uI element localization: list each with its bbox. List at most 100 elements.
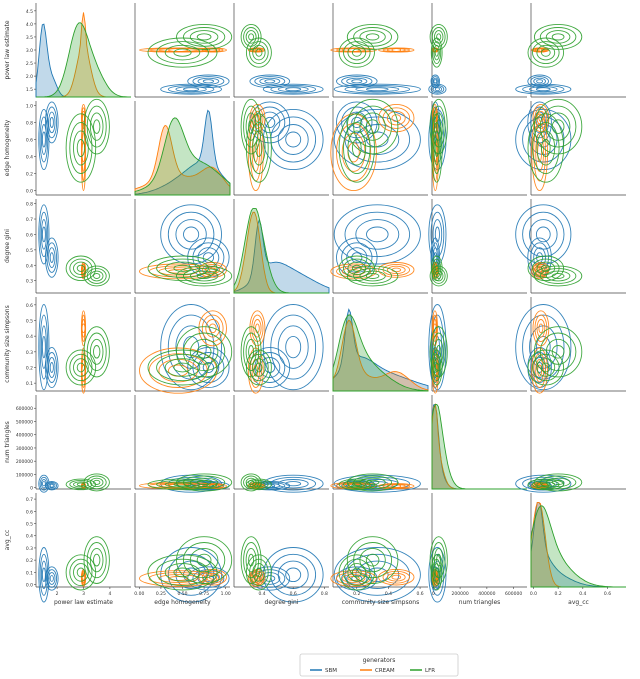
contour-LFR-1-1 — [551, 273, 565, 279]
contour-LFR-0-4 — [65, 554, 97, 591]
contour-SBM-0-4 — [515, 304, 572, 391]
contour-LFR-1-1 — [196, 273, 212, 279]
contour-LFR-0-4 — [527, 37, 565, 68]
y-tick-label: 3.5 — [26, 35, 33, 41]
contour-SBM-1-3 — [341, 242, 373, 273]
contour-LFR-1-4 — [533, 98, 583, 155]
y-tick-label: 500000 — [16, 419, 33, 425]
contour-LFR-1-3 — [182, 542, 226, 579]
y-tick-label: 0.5 — [26, 248, 33, 254]
x-tick-label: 0.2 — [555, 591, 562, 597]
y-tick-label: 0.1 — [26, 381, 33, 387]
contour-LFR-0-4 — [147, 255, 218, 282]
contour-LFR-0-3 — [432, 41, 442, 65]
x-tick-label: 0 — [432, 591, 435, 597]
contour-CREAM-0-4 — [531, 347, 548, 394]
y-axis-label: degree gini — [4, 229, 11, 263]
contour-SBM-0-1 — [285, 567, 302, 583]
contour-CREAM-0-4 — [80, 347, 87, 394]
contour-SBM-0-4 — [428, 547, 447, 603]
contour-CREAM-0-3 — [336, 572, 372, 585]
contour-LFR-0-2 — [164, 563, 201, 582]
contour-LFR-1-3 — [431, 542, 446, 579]
contour-SBM-0-1 — [41, 131, 46, 148]
contour-CREAM-0-2 — [158, 358, 198, 383]
panel-avg_cc-vs-edge-homogeneity: 0.00 0.25 0.50 0.75 1.00 edge homogeneity — [134, 493, 233, 606]
contour-SBM-0-3 — [167, 84, 215, 94]
contour-LFR-1-3 — [86, 475, 107, 490]
contour-SBM-0-4 — [38, 474, 50, 493]
contour-LFR-1-3 — [182, 332, 226, 372]
contour-CREAM-1-1 — [391, 574, 402, 580]
contour-LFR-1-4 — [346, 23, 399, 50]
y-tick-label: 0.0 — [26, 189, 33, 195]
contour-LFR-1-2 — [189, 338, 219, 365]
contour-LFR-0-2 — [536, 130, 556, 166]
contour-SBM-1-1 — [351, 252, 363, 263]
contour-SBM-1-2 — [48, 357, 56, 378]
contour-LFR-0-1 — [76, 264, 86, 272]
contour-LFR-0-4 — [527, 349, 565, 386]
contour-LFR-1-2 — [189, 270, 219, 282]
contour-LFR-1-1 — [365, 119, 380, 134]
contour-LFR-1-2 — [245, 112, 257, 141]
panel-avg_cc-vs-power-law-estimate: 0.0 0.1 0.2 0.3 0.4 0.5 0.6 0.7 avg_cc 2 3 4 power l… — [4, 493, 131, 606]
contour-LFR-1-2 — [189, 547, 219, 573]
contour-SBM-0-1 — [183, 87, 200, 92]
contour-SBM-1-4 — [187, 74, 230, 89]
y-tick-label: 0.4 — [26, 263, 33, 269]
panel-power-law-estimate-vs-avg_cc — [515, 3, 626, 98]
y-tick-label: 0.7 — [26, 497, 33, 503]
contour-LFR-1-1 — [93, 553, 101, 567]
contour-LFR-1-4 — [533, 265, 583, 287]
y-tick-label: 0.8 — [26, 202, 33, 208]
contour-LFR-1-4 — [83, 536, 110, 584]
contour-LFR-0-1 — [351, 48, 362, 57]
contour-LFR-0-4 — [527, 113, 565, 183]
contour-SBM-0-2 — [40, 124, 47, 155]
contour-SBM-1-1 — [202, 362, 215, 373]
contour-LFR-1-3 — [182, 475, 226, 490]
contour-LFR-0-3 — [343, 558, 371, 587]
contour-LFR-1-1 — [365, 553, 380, 567]
contour-SBM-0-2 — [40, 325, 47, 369]
contour-CREAM-0-4 — [139, 263, 218, 280]
contour-LFR-1-4 — [429, 98, 448, 155]
panel-community-size-simpsons-vs-community-size-simpsons — [332, 297, 429, 392]
contour-CREAM-1-4 — [378, 47, 415, 53]
contour-SBM-0-1 — [183, 226, 200, 243]
contour-LFR-0-3 — [69, 258, 93, 278]
contour-SBM-1-3 — [46, 242, 58, 273]
contour-LFR-0-4 — [245, 554, 272, 591]
contour-LFR-0-2 — [433, 44, 440, 61]
contour-LFR-1-1 — [93, 273, 101, 279]
contour-LFR-1-2 — [89, 547, 104, 573]
contour-SBM-0-1 — [535, 226, 551, 243]
contour-LFR-0-4 — [245, 37, 272, 68]
contour-LFR-1-1 — [93, 119, 101, 134]
contour-SBM-1-2 — [48, 483, 56, 489]
contour-CREAM-1-3 — [81, 263, 86, 276]
contour-LFR-0-3 — [343, 121, 371, 175]
contour-SBM-0-4 — [515, 204, 572, 265]
contour-CREAM-1-4 — [80, 310, 87, 347]
panel-degree-gini-vs-degree-gini — [233, 199, 330, 294]
contour-CREAM-1-4 — [378, 103, 415, 133]
contour-CREAM-1-2 — [253, 110, 262, 126]
contour-SBM-1-1 — [49, 575, 54, 582]
contour-LFR-0-2 — [252, 130, 266, 166]
contour-SBM-0-4 — [38, 108, 50, 171]
panel-num-triangles-vs-degree-gini — [233, 395, 329, 493]
contour-SBM-1-1 — [536, 116, 544, 128]
contour-CREAM-1-2 — [253, 319, 262, 338]
panel-edge-homogeneity-vs-community-size-simpsons — [330, 98, 428, 196]
contour-CREAM-1-3 — [251, 107, 264, 129]
contour-LFR-0-4 — [65, 349, 97, 386]
y-tick-label: 2.0 — [26, 74, 33, 80]
contour-SBM-1-4 — [45, 237, 59, 278]
contour-SBM-0-1 — [366, 87, 389, 92]
contour-SBM-0-4 — [333, 83, 421, 95]
contour-LFR-1-4 — [429, 265, 448, 287]
contour-LFR-1-1 — [551, 345, 565, 359]
contour-SBM-1-2 — [48, 247, 56, 268]
